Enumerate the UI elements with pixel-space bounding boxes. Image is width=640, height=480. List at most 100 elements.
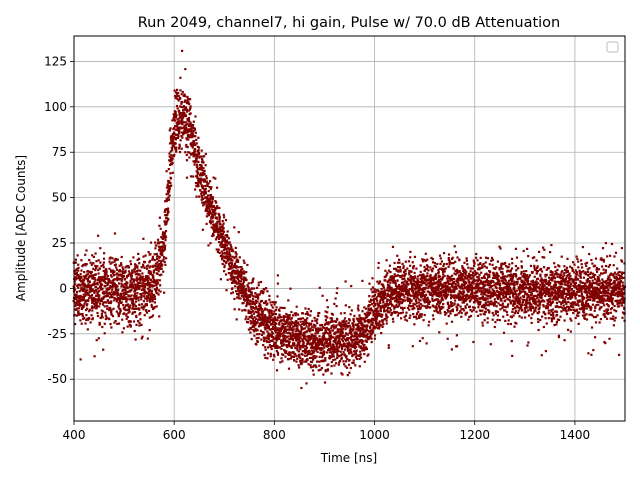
data-point bbox=[406, 306, 410, 310]
data-point bbox=[443, 252, 446, 255]
data-point bbox=[191, 133, 194, 136]
data-point bbox=[265, 308, 268, 311]
data-point bbox=[122, 289, 125, 292]
data-point bbox=[380, 319, 384, 322]
data-point bbox=[307, 313, 310, 316]
data-point bbox=[190, 129, 193, 132]
data-point bbox=[397, 274, 400, 277]
data-point bbox=[175, 128, 178, 131]
data-point bbox=[375, 317, 378, 321]
data-point bbox=[207, 182, 210, 185]
data-point bbox=[256, 294, 260, 297]
data-point bbox=[85, 249, 88, 252]
data-point bbox=[175, 146, 178, 149]
data-point bbox=[358, 333, 361, 336]
data-point bbox=[250, 316, 253, 319]
data-point bbox=[332, 336, 335, 339]
data-point bbox=[336, 356, 339, 359]
data-point bbox=[289, 325, 292, 328]
data-point bbox=[135, 276, 138, 279]
data-point bbox=[271, 328, 274, 331]
data-point bbox=[360, 339, 363, 342]
data-point bbox=[408, 273, 411, 276]
data-point bbox=[394, 306, 397, 309]
data-point bbox=[152, 271, 155, 274]
data-point bbox=[424, 295, 427, 298]
data-point bbox=[162, 258, 165, 261]
data-point bbox=[97, 277, 100, 281]
data-point bbox=[309, 364, 312, 367]
data-point bbox=[340, 338, 343, 341]
data-point bbox=[170, 163, 174, 166]
data-point bbox=[415, 300, 418, 303]
data-point bbox=[309, 366, 313, 369]
data-point bbox=[276, 344, 279, 347]
data-point bbox=[412, 292, 415, 295]
data-point bbox=[165, 216, 168, 219]
data-point bbox=[335, 291, 338, 295]
data-point bbox=[84, 253, 87, 256]
data-point bbox=[143, 305, 146, 308]
data-point bbox=[222, 249, 226, 252]
data-point bbox=[97, 295, 100, 298]
data-point bbox=[216, 236, 219, 239]
data-point bbox=[195, 185, 198, 188]
data-point bbox=[142, 308, 145, 311]
data-point bbox=[310, 349, 314, 352]
data-point bbox=[400, 289, 403, 292]
data-point bbox=[347, 351, 351, 355]
data-point bbox=[342, 360, 345, 363]
data-point bbox=[126, 290, 129, 294]
data-point bbox=[185, 176, 189, 179]
data-point bbox=[94, 264, 97, 267]
data-point bbox=[369, 312, 372, 315]
data-point bbox=[117, 301, 120, 304]
data-point bbox=[95, 294, 98, 297]
data-point bbox=[132, 305, 135, 308]
data-point bbox=[290, 327, 293, 330]
data-point bbox=[99, 298, 102, 301]
data-point bbox=[154, 247, 157, 250]
data-point bbox=[166, 192, 169, 195]
data-point bbox=[222, 227, 225, 230]
data-point bbox=[462, 293, 465, 296]
data-point bbox=[393, 305, 396, 308]
data-point bbox=[311, 325, 314, 328]
data-point bbox=[402, 294, 405, 297]
data-point bbox=[412, 302, 415, 305]
data-point bbox=[273, 355, 276, 358]
data-point bbox=[463, 286, 466, 290]
data-point bbox=[270, 347, 273, 351]
data-point bbox=[417, 307, 420, 311]
data-point bbox=[371, 309, 374, 312]
data-point bbox=[397, 291, 401, 294]
data-point bbox=[439, 262, 442, 265]
data-point bbox=[469, 270, 472, 273]
data-point bbox=[229, 243, 232, 247]
data-point bbox=[138, 286, 141, 289]
data-point bbox=[202, 167, 205, 170]
data-point bbox=[109, 285, 112, 288]
data-point bbox=[426, 274, 429, 278]
data-point bbox=[78, 312, 81, 315]
data-point bbox=[293, 333, 296, 336]
data-point bbox=[350, 339, 353, 342]
data-point bbox=[344, 360, 348, 363]
data-point bbox=[413, 323, 416, 326]
data-point bbox=[134, 297, 138, 300]
data-point bbox=[407, 304, 411, 307]
data-point bbox=[371, 277, 374, 280]
data-point bbox=[338, 340, 341, 343]
data-point bbox=[425, 306, 428, 309]
data-point bbox=[418, 274, 422, 277]
data-point bbox=[227, 268, 230, 271]
data-point bbox=[243, 261, 246, 264]
data-point bbox=[136, 297, 139, 300]
data-point bbox=[418, 290, 421, 293]
data-point bbox=[220, 243, 223, 246]
data-point bbox=[467, 288, 470, 291]
data-point bbox=[74, 295, 78, 298]
data-point bbox=[422, 260, 425, 263]
data-point bbox=[105, 291, 108, 294]
data-point bbox=[142, 285, 145, 288]
